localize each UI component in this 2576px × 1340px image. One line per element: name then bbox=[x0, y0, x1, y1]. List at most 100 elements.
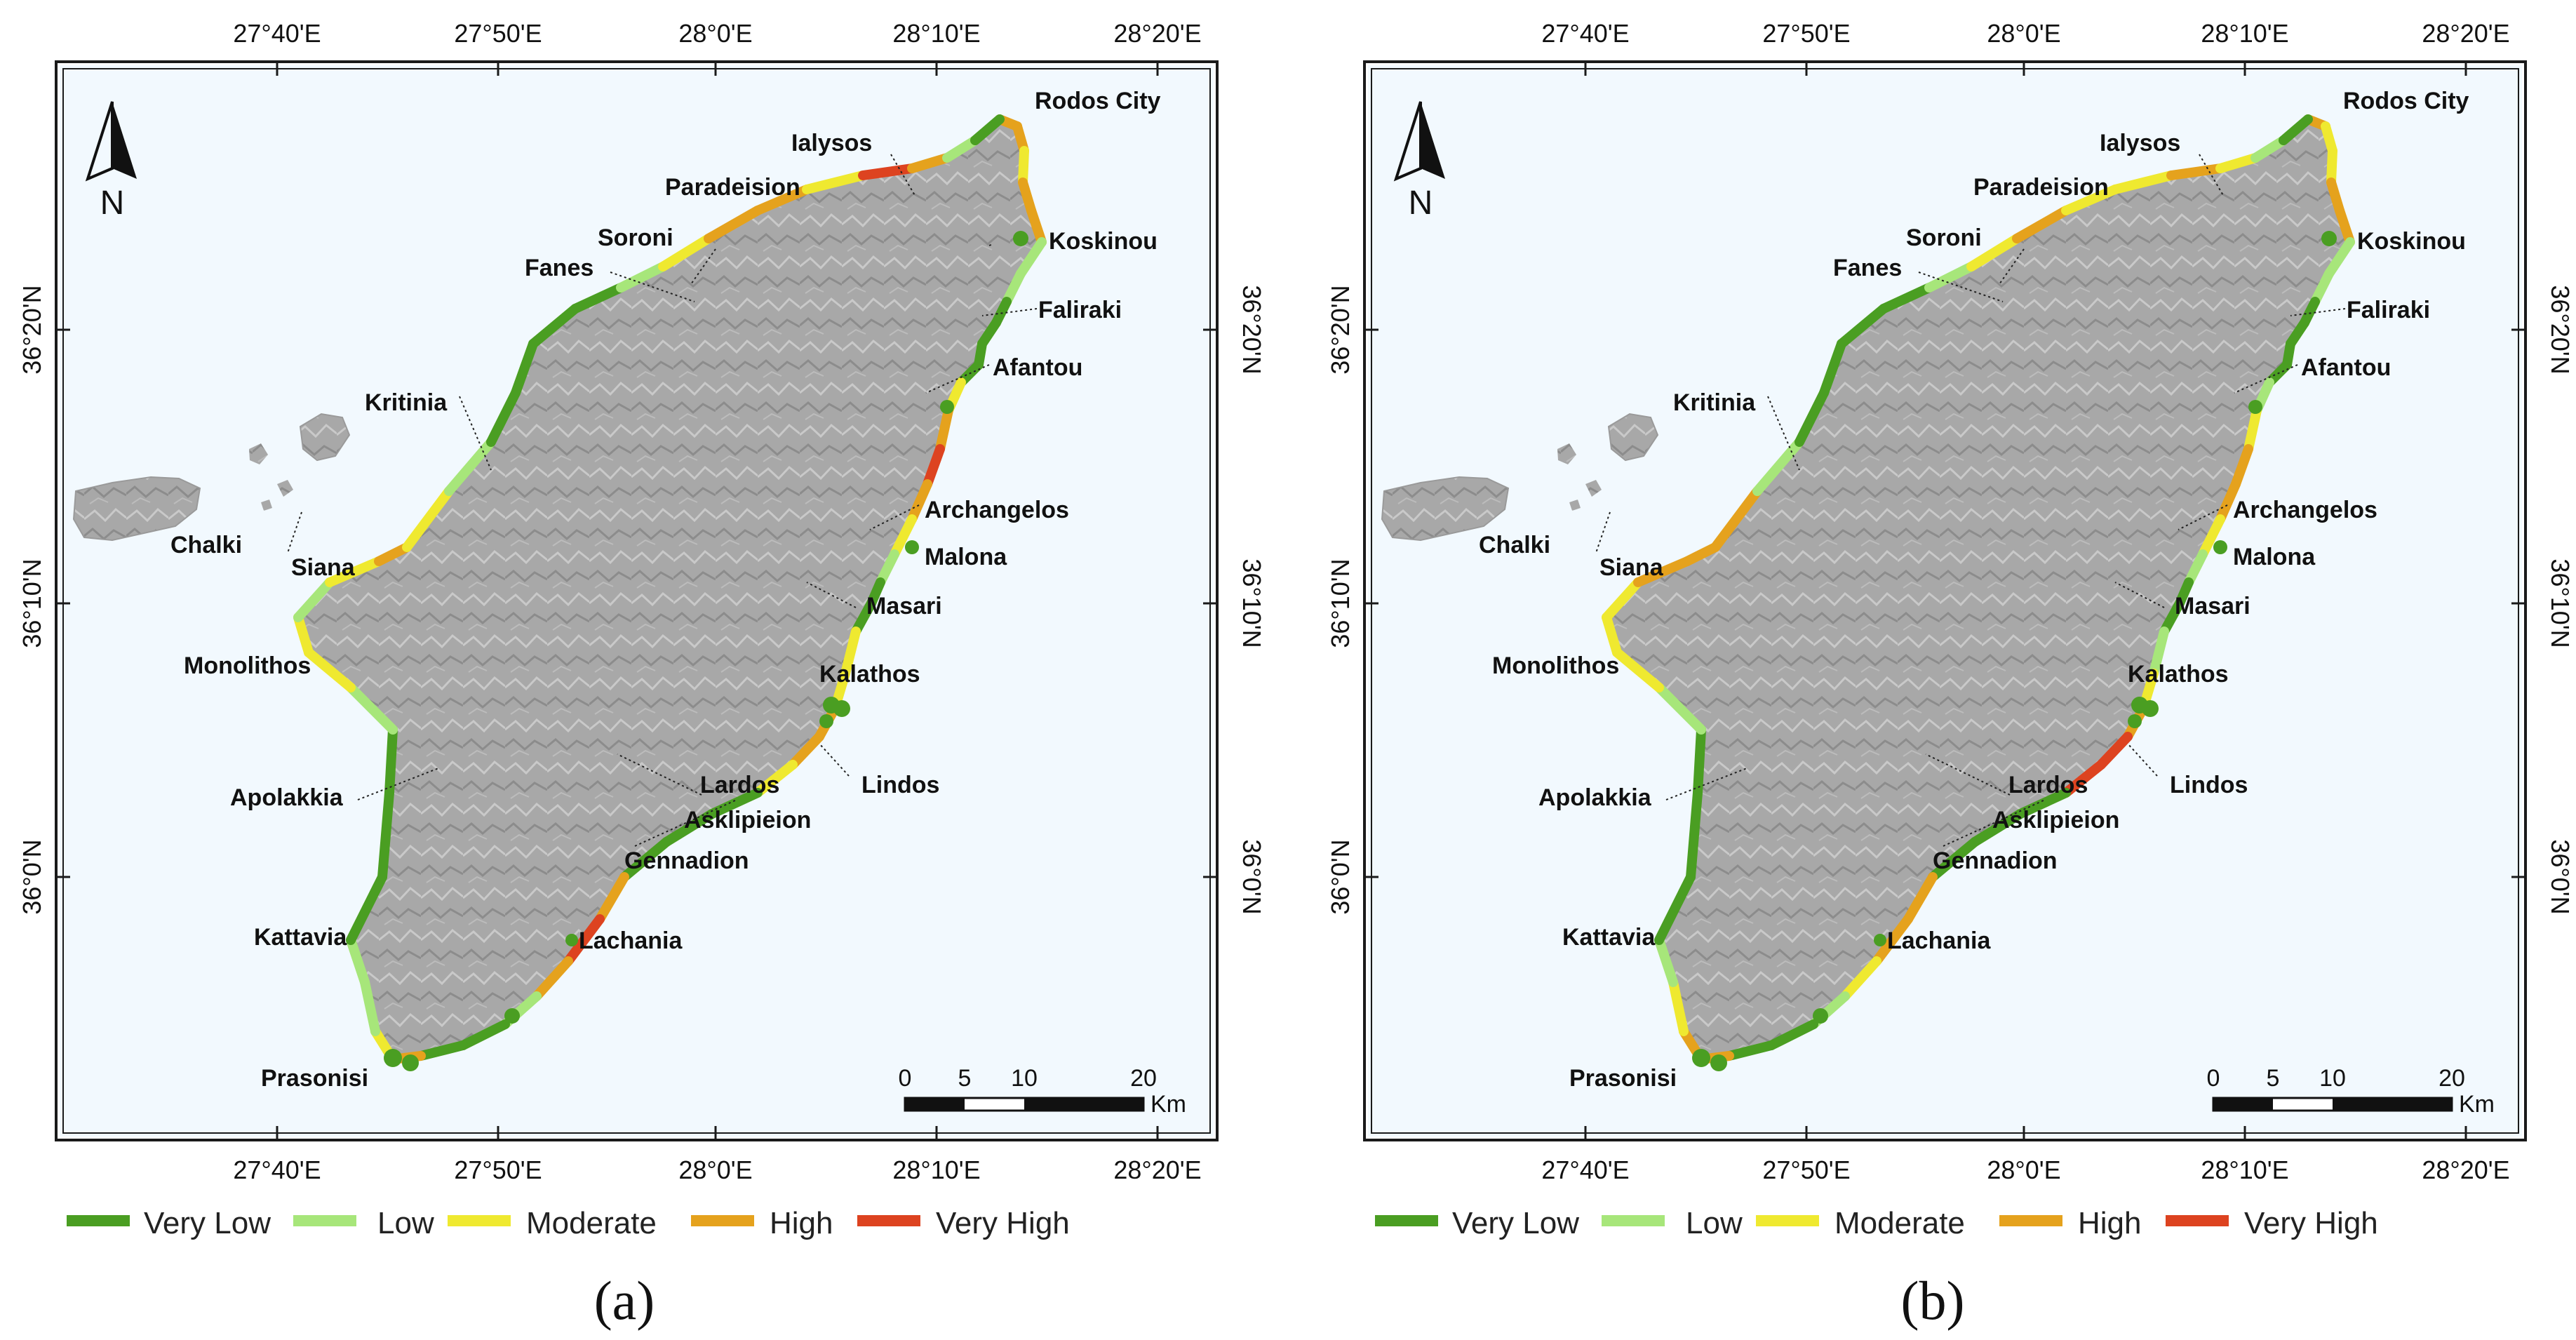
coast-segment bbox=[325, 556, 384, 587]
coast-dots bbox=[1692, 231, 2337, 1071]
lon-tick-bottom: 28°0'E bbox=[678, 1155, 752, 1184]
legend-swatch-moderate bbox=[1756, 1215, 1819, 1226]
legend: Very Low Low Moderate High Very High bbox=[67, 1206, 1070, 1240]
coast-segment bbox=[662, 809, 717, 847]
legend-swatch-very-high bbox=[857, 1215, 920, 1226]
coast-segment bbox=[1602, 612, 1622, 657]
islet bbox=[261, 500, 272, 511]
coast-segment bbox=[2096, 732, 2133, 770]
coast-segment bbox=[616, 262, 668, 293]
coast-segment bbox=[346, 935, 370, 987]
lon-tick-top: 28°10'E bbox=[892, 19, 980, 48]
coast-segment bbox=[1018, 146, 1029, 187]
lat-tick-left: 36°20'N bbox=[18, 285, 46, 374]
leader-lines bbox=[1595, 154, 2346, 847]
coast-segment bbox=[1903, 872, 1938, 924]
place-fanes: Fanes bbox=[1833, 255, 1902, 281]
place-koskinou: Koskinou bbox=[1049, 228, 1158, 255]
coast-segment bbox=[2243, 406, 2262, 454]
rhodes-island bbox=[298, 119, 1042, 1059]
coast-segment bbox=[858, 163, 917, 180]
place-masari: Masari bbox=[2175, 593, 2250, 619]
legend: Very Low Low Moderate High Very High bbox=[1375, 1206, 2378, 1240]
coast-segment bbox=[1654, 683, 1706, 735]
place-monolithos: Monolithos bbox=[184, 652, 311, 679]
place-afantou: Afantou bbox=[2301, 354, 2391, 381]
scale-tick-20: 20 bbox=[1130, 1065, 1157, 1092]
scale-tick-5: 5 bbox=[2267, 1065, 2280, 1092]
coast-segment bbox=[1724, 1040, 1776, 1061]
coast-segment bbox=[851, 598, 876, 636]
legend-swatch-very-low bbox=[1375, 1215, 1438, 1226]
coast-segment bbox=[1795, 388, 1829, 447]
north-arrow-label: N bbox=[100, 185, 125, 222]
coast-segment bbox=[1752, 437, 1804, 496]
coast-segment bbox=[1682, 542, 1720, 566]
chalki-island bbox=[72, 476, 201, 542]
lon-tick-top: 27°50'E bbox=[1762, 19, 1850, 48]
legend-swatch-very-high bbox=[2166, 1215, 2229, 1226]
coast-segment bbox=[2061, 185, 2120, 215]
coast-segment bbox=[753, 185, 812, 215]
scale-tick-20: 20 bbox=[2439, 1065, 2465, 1092]
north-arrow: N bbox=[1393, 101, 1445, 222]
lon-tick-top: 28°10'E bbox=[2201, 19, 2288, 48]
scale-tick-0: 0 bbox=[899, 1065, 912, 1092]
place-soroni: Soroni bbox=[598, 225, 673, 251]
place-kattavia: Kattavia bbox=[1562, 924, 1656, 951]
legend-label: Moderate bbox=[1834, 1206, 1965, 1240]
coast-segment bbox=[2250, 135, 2288, 163]
coast-segment bbox=[2166, 163, 2225, 180]
coast-segment bbox=[840, 627, 861, 678]
lat-tick-left: 36°10'N bbox=[18, 558, 46, 648]
lon-tick-bottom: 28°10'E bbox=[2201, 1155, 2288, 1184]
place-lachania: Lachania bbox=[579, 927, 683, 954]
coast-segment bbox=[2310, 269, 2334, 307]
lat-tick-right: 36°0'N bbox=[1237, 839, 1266, 914]
place-malona: Malona bbox=[925, 544, 1007, 570]
coast-segment bbox=[2326, 146, 2337, 187]
place-archangelos: Archangelos bbox=[2233, 497, 2377, 523]
legend-swatch-low bbox=[293, 1215, 356, 1226]
place-apolakkia: Apolakkia bbox=[230, 784, 344, 811]
coast-segment bbox=[1766, 1019, 1818, 1050]
coast-segment bbox=[1654, 872, 1696, 945]
coast-segment bbox=[1966, 234, 2022, 272]
place-lachania: Lachania bbox=[1887, 927, 1991, 954]
lon-tick-bottom: 27°50'E bbox=[454, 1155, 542, 1184]
lon-tick-bottom: 27°40'E bbox=[233, 1155, 321, 1184]
place-chalki: Chalki bbox=[1479, 532, 1550, 558]
coast-segment bbox=[532, 956, 573, 1001]
chalki-island bbox=[1381, 476, 1510, 542]
coast-segment bbox=[935, 406, 953, 454]
place-asklipieion: Asklipieion bbox=[1992, 807, 2119, 833]
coast-segment bbox=[876, 549, 899, 587]
rhodes-island bbox=[1606, 119, 2350, 1059]
coast-segment bbox=[458, 1019, 510, 1050]
coast-segment bbox=[2159, 598, 2185, 636]
scale-tick-10: 10 bbox=[1011, 1065, 1038, 1092]
lat-tick-left: 36°0'N bbox=[1326, 839, 1355, 914]
coast-segment bbox=[377, 788, 394, 882]
coast-segment bbox=[1668, 977, 1689, 1036]
lon-tick-bottom: 27°40'E bbox=[1541, 1155, 1629, 1184]
lon-tick-top: 27°40'E bbox=[1541, 19, 1629, 48]
lon-tick-bottom: 28°20'E bbox=[1113, 1155, 1201, 1184]
coast-segment bbox=[890, 514, 917, 559]
islet bbox=[277, 480, 293, 497]
place-lindos: Lindos bbox=[861, 772, 939, 798]
lon-tick-top: 28°20'E bbox=[2422, 19, 2509, 48]
lon-tick-top: 28°20'E bbox=[1113, 19, 1201, 48]
coast-segment bbox=[1633, 556, 1692, 587]
coast-segment bbox=[1602, 577, 1643, 622]
legend-swatch-very-low bbox=[67, 1215, 130, 1226]
place-lindos: Lindos bbox=[2170, 772, 2248, 798]
coast-segment bbox=[595, 872, 629, 924]
coast-segment bbox=[923, 444, 945, 489]
coast-segment bbox=[360, 977, 380, 1036]
lat-tick-left: 36°0'N bbox=[18, 839, 46, 914]
place-paradeision: Paradeision bbox=[1973, 174, 2109, 201]
place-kalathos: Kalathos bbox=[2128, 661, 2229, 688]
coast-segment bbox=[907, 153, 952, 173]
coast-segment bbox=[570, 283, 626, 314]
